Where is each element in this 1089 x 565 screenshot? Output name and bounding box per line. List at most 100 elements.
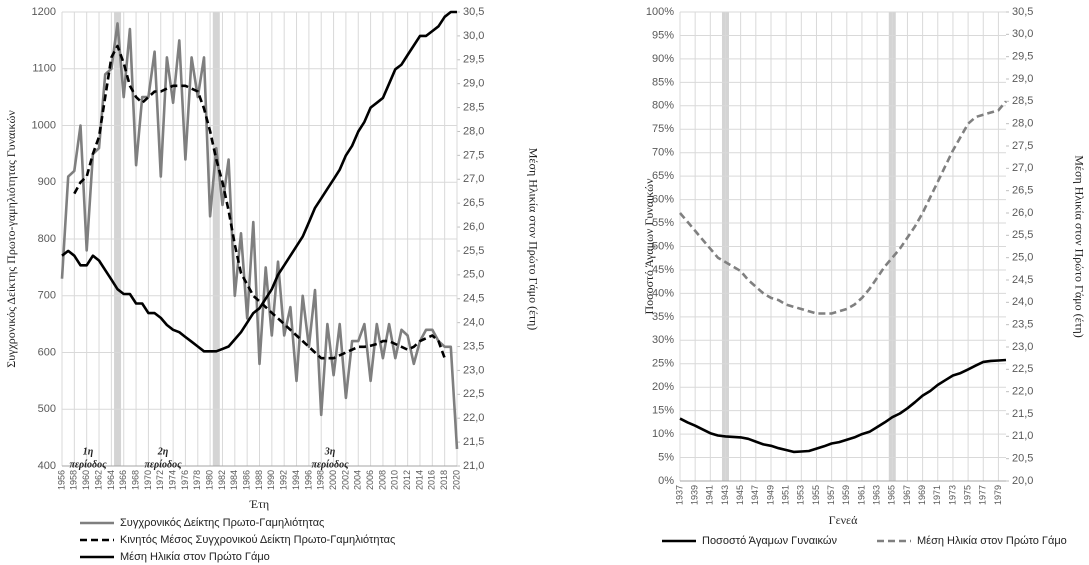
x-tick-label: 1996 bbox=[303, 470, 313, 490]
x-tick-label: 2002 bbox=[340, 470, 350, 490]
y-tick-label: 70% bbox=[652, 147, 674, 159]
y2-tick-label: 22,5 bbox=[463, 388, 484, 400]
annotation: 2η bbox=[157, 446, 169, 457]
x-tick-label: 2012 bbox=[402, 470, 412, 490]
x-tick-label: 2020 bbox=[451, 470, 461, 490]
y2-tick-label: 24,0 bbox=[463, 317, 484, 329]
y2-tick-label: 21,5 bbox=[1012, 408, 1033, 420]
y2-tick-label: 21,5 bbox=[463, 436, 484, 448]
y2-tick-label: 29,0 bbox=[463, 78, 484, 90]
x-tick-label: 1992 bbox=[279, 470, 289, 490]
x-tick-label: 1998 bbox=[316, 470, 326, 490]
y2-tick-label: 25,0 bbox=[463, 269, 484, 281]
x-tick-label: 1968 bbox=[130, 470, 140, 490]
y-tick-label: 30% bbox=[652, 334, 674, 346]
x-tick-label: 1982 bbox=[217, 470, 227, 490]
x-tick-label: 1994 bbox=[291, 470, 301, 490]
y2-tick-label: 24,5 bbox=[1012, 274, 1033, 286]
x-tick-label: 1967 bbox=[902, 485, 912, 505]
y2-tick-label: 23,5 bbox=[1012, 319, 1033, 331]
y2-tick-label: 28,0 bbox=[463, 125, 484, 137]
x-tick-label: 2010 bbox=[390, 470, 400, 490]
x-tick-label: 1977 bbox=[978, 485, 988, 505]
x-tick-label: 1941 bbox=[705, 485, 715, 505]
y2-tick-label: 23,0 bbox=[1012, 341, 1033, 353]
y-tick-label: 65% bbox=[652, 170, 674, 182]
annotation: περίοδος bbox=[144, 459, 182, 470]
x-tick-label: 1956 bbox=[56, 470, 66, 490]
annotation: περίοδος bbox=[311, 459, 349, 470]
x-tick-label: 1971 bbox=[932, 485, 942, 505]
y2-tick-label: 26,0 bbox=[463, 221, 484, 233]
legend-label: Μέση Ηλικία στον Πρώτο Γάμο bbox=[120, 551, 270, 563]
y2-tick-label: 25,0 bbox=[1012, 252, 1033, 264]
x-tick-label: 1955 bbox=[811, 485, 821, 505]
y-tick-label: 700 bbox=[38, 290, 56, 302]
y-axis-title: Συγχρονικός Δείκτης Πρωτο-γαμηλιότητας Γ… bbox=[4, 110, 18, 368]
y-tick-label: 10% bbox=[652, 428, 674, 440]
y-axis-title: Ποσοστό Άγαμων Γυναικών bbox=[642, 178, 656, 315]
y-tick-label: 15% bbox=[652, 405, 674, 417]
y-tick-label: 45% bbox=[652, 264, 674, 276]
y-tick-label: 400 bbox=[38, 460, 56, 472]
x-tick-label: 1970 bbox=[143, 470, 153, 490]
x-tick-label: 1947 bbox=[750, 485, 760, 505]
y-tick-label: 40% bbox=[652, 287, 674, 299]
y2-tick-label: 26,5 bbox=[463, 197, 484, 209]
y2-axis-title: Μέση Ηλικία στον Πρώτο Γάμο (έτη) bbox=[1072, 155, 1086, 337]
y2-tick-label: 20,0 bbox=[1012, 475, 1033, 487]
x-tick-label: 1962 bbox=[93, 470, 103, 490]
x-tick-label: 2006 bbox=[365, 470, 375, 490]
y2-tick-label: 25,5 bbox=[463, 245, 484, 257]
y2-tick-label: 20,5 bbox=[1012, 453, 1033, 465]
y2-tick-label: 28,5 bbox=[463, 101, 484, 113]
annotation: περίοδος bbox=[69, 459, 107, 470]
y2-tick-label: 22,0 bbox=[1012, 386, 1033, 398]
legend-label: Κινητός Μέσος Συγχρονικού Δείκτη Πρωτο-Γ… bbox=[120, 534, 395, 546]
x-tick-label: 1953 bbox=[796, 485, 806, 505]
x-tick-label: 1980 bbox=[205, 470, 215, 490]
x-tick-label: 1951 bbox=[781, 485, 791, 505]
y2-tick-label: 24,0 bbox=[1012, 296, 1033, 308]
y2-tick-label: 23,5 bbox=[463, 340, 484, 352]
y-tick-label: 90% bbox=[652, 53, 674, 65]
x-tick-label: 2016 bbox=[427, 470, 437, 490]
y2-tick-label: 30,5 bbox=[463, 6, 484, 18]
x-tick-label: 1960 bbox=[81, 470, 91, 490]
x-tick-label: 2008 bbox=[377, 470, 387, 490]
x-tick-label: 1949 bbox=[765, 485, 775, 505]
x-tick-label: 1986 bbox=[242, 470, 252, 490]
y-tick-label: 100% bbox=[646, 6, 674, 18]
x-tick-label: 1939 bbox=[690, 485, 700, 505]
y-tick-label: 5% bbox=[658, 451, 674, 463]
y2-tick-label: 29,0 bbox=[1012, 73, 1033, 85]
y-tick-label: 80% bbox=[652, 100, 674, 112]
y-tick-label: 600 bbox=[38, 346, 56, 358]
y-tick-label: 55% bbox=[652, 217, 674, 229]
x-tick-label: 1937 bbox=[674, 485, 684, 505]
y-tick-label: 50% bbox=[652, 240, 674, 252]
x-tick-label: 1957 bbox=[826, 485, 836, 505]
y-tick-label: 800 bbox=[38, 233, 56, 245]
legend-label: Μέση Ηλικία στον Πρώτο Γάμο bbox=[917, 535, 1067, 547]
y2-tick-label: 22,5 bbox=[1012, 363, 1033, 375]
y2-tick-label: 26,5 bbox=[1012, 185, 1033, 197]
y2-tick-label: 30,0 bbox=[1012, 28, 1033, 40]
x-tick-label: 1976 bbox=[180, 470, 190, 490]
y-tick-label: 0% bbox=[658, 475, 674, 487]
y-tick-label: 75% bbox=[652, 123, 674, 135]
y2-tick-label: 30,0 bbox=[463, 30, 484, 42]
y-tick-label: 95% bbox=[652, 29, 674, 41]
y2-tick-label: 22,0 bbox=[463, 412, 484, 424]
y2-tick-label: 26,0 bbox=[1012, 207, 1033, 219]
x-tick-label: 1966 bbox=[118, 470, 128, 490]
x-tick-label: 2000 bbox=[328, 470, 338, 490]
y-tick-label: 1000 bbox=[32, 119, 56, 131]
y-tick-label: 1100 bbox=[32, 63, 56, 75]
x-tick-label: 1975 bbox=[962, 485, 972, 505]
x-tick-label: 1964 bbox=[106, 470, 116, 490]
x-tick-label: 1959 bbox=[841, 485, 851, 505]
annotation: 1η bbox=[83, 446, 94, 457]
annotation: 3η bbox=[324, 446, 336, 457]
